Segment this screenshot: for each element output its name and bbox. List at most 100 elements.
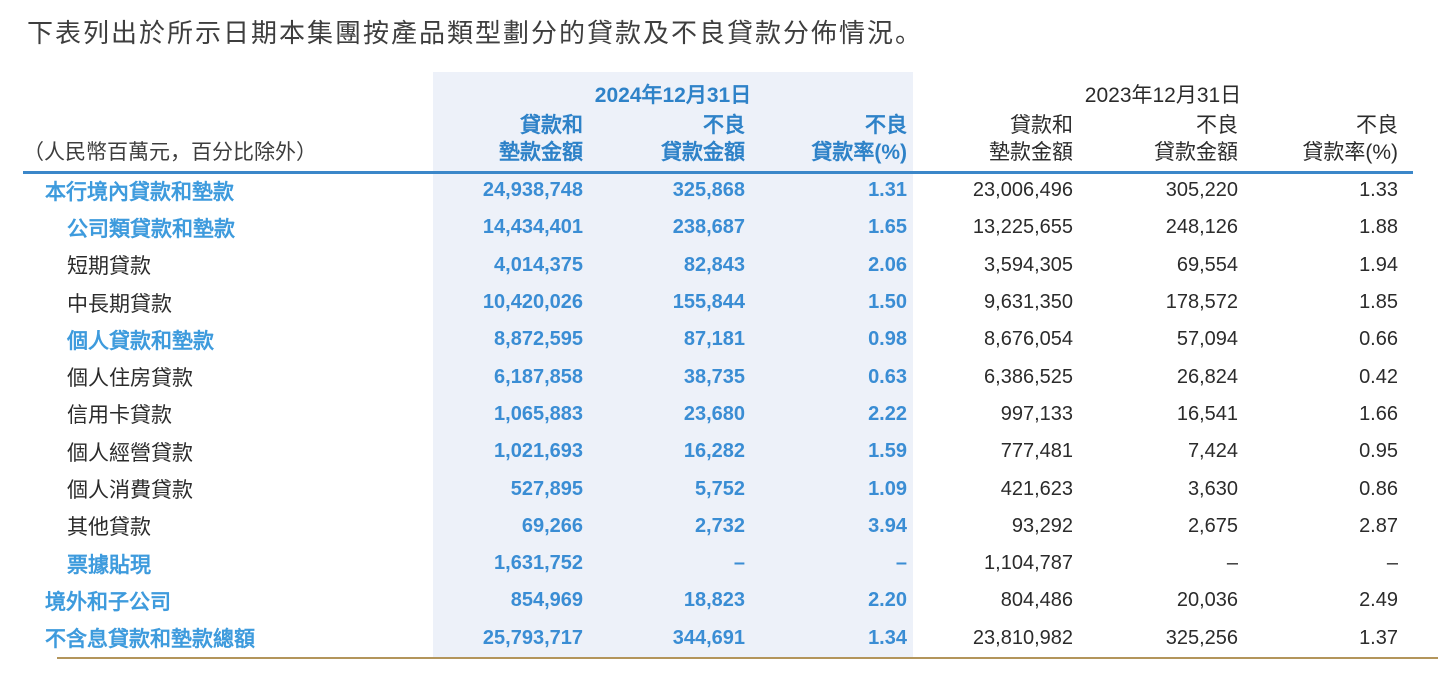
cell-2023-npl-amount: 248,126 bbox=[1165, 216, 1238, 239]
column-group-date-2023: 2023年12月31日 bbox=[1084, 84, 1242, 107]
cell-2024-npl-amount: – bbox=[583, 544, 745, 583]
cell-2023-npl-amount: 3,630 bbox=[1187, 477, 1238, 500]
cell-2024-npl-amount: 82,843 bbox=[583, 246, 745, 284]
cell-2023-npl-amount: 178,572 bbox=[1165, 291, 1238, 314]
cell-2023-loan-amount: 23,006,496 bbox=[972, 179, 1073, 202]
row-label: 個人經營貸款 bbox=[67, 441, 193, 465]
header-line: 不良 bbox=[703, 114, 745, 137]
cell-2024-loan-amount: 1,631,752 bbox=[433, 544, 583, 583]
cell-2024-loan-amount: 8,872,595 bbox=[433, 321, 583, 359]
cell-2023-npl-rate: 1.94 bbox=[1359, 253, 1398, 276]
cell-2023-npl-amount: 16,541 bbox=[1176, 402, 1238, 425]
cell-2023-npl-amount: – bbox=[1226, 552, 1238, 575]
cell-2023-npl-rate: 2.87 bbox=[1359, 514, 1398, 537]
cell-2024-loan-amount: 527,895 bbox=[433, 470, 583, 508]
cell-2024-loan-amount: 24,938,748 bbox=[433, 172, 583, 210]
cell-2024-npl-amount: 344,691 bbox=[583, 619, 745, 657]
row-label: 票據貼現 bbox=[67, 553, 151, 577]
cell-2024-loan-amount: 69,266 bbox=[433, 507, 583, 545]
cell-2024-npl-rate: 2.22 bbox=[745, 395, 913, 434]
table-caption: 下表列出於所示日期本集團按產品類型劃分的貸款及不良貸款分佈情況。 bbox=[27, 18, 924, 48]
header-line: 不良 bbox=[1356, 114, 1398, 137]
cell-2023-loan-amount: 9,631,350 bbox=[984, 291, 1073, 314]
cell-2023-npl-rate: 0.86 bbox=[1359, 477, 1398, 500]
cell-2023-npl-rate: 0.95 bbox=[1359, 440, 1398, 463]
cell-2024-npl-rate: 1.59 bbox=[745, 433, 913, 471]
row-label: 境外和子公司 bbox=[45, 590, 171, 614]
cell-2024-npl-amount: 38,735 bbox=[583, 358, 745, 396]
row-label: 其他貸款 bbox=[67, 516, 151, 540]
header-line: 貸款率(%) bbox=[1302, 141, 1398, 164]
date-row-spacer bbox=[23, 72, 433, 116]
header-2024-loan-amount: 貸款和 墊款金額 bbox=[433, 114, 583, 172]
cell-2023-npl-amount: 57,094 bbox=[1176, 328, 1238, 351]
row-label: 個人消費貸款 bbox=[67, 479, 193, 503]
cell-2023-npl-amount: 2,675 bbox=[1187, 514, 1238, 537]
header-line: 貸款金額 bbox=[661, 141, 745, 164]
table-bottom-rule bbox=[57, 657, 1438, 659]
cell-2024-npl-rate: 1.09 bbox=[745, 470, 913, 508]
cell-2023-npl-amount: 20,036 bbox=[1176, 589, 1238, 612]
row-label: 信用卡貸款 bbox=[67, 404, 172, 428]
row-label: 公司類貸款和墊款 bbox=[67, 217, 235, 241]
cell-2024-loan-amount: 1,065,883 bbox=[433, 395, 583, 434]
cell-2024-npl-rate: 1.50 bbox=[745, 283, 913, 322]
cell-2023-npl-rate: – bbox=[1386, 552, 1398, 575]
header-2023-npl-amount: 不良 貸款金額 bbox=[1073, 114, 1240, 172]
cell-2024-loan-amount: 10,420,026 bbox=[433, 283, 583, 322]
cell-2024-loan-amount: 6,187,858 bbox=[433, 358, 583, 396]
header-2023-npl-rate: 不良 貸款率(%) bbox=[1240, 114, 1413, 172]
cell-2023-npl-rate: 0.66 bbox=[1359, 328, 1398, 351]
cell-2024-loan-amount: 14,434,401 bbox=[433, 209, 583, 247]
cell-2023-npl-amount: 26,824 bbox=[1176, 365, 1238, 388]
cell-2024-npl-amount: 5,752 bbox=[583, 470, 745, 508]
cell-2024-npl-rate: 0.98 bbox=[745, 321, 913, 359]
cell-2024-npl-rate: 3.94 bbox=[745, 507, 913, 545]
cell-2024-npl-amount: 16,282 bbox=[583, 433, 745, 471]
header-line: 墊款金額 bbox=[499, 141, 583, 164]
cell-2023-loan-amount: 997,133 bbox=[1000, 402, 1073, 425]
header-divider-rule bbox=[23, 171, 1413, 174]
cell-2024-npl-amount: 2,732 bbox=[583, 507, 745, 545]
cell-2023-loan-amount: 804,486 bbox=[1000, 589, 1073, 612]
row-label: 短期貸款 bbox=[67, 255, 151, 279]
cell-2024-npl-amount: 238,687 bbox=[583, 209, 745, 247]
cell-2023-npl-rate: 1.33 bbox=[1359, 179, 1398, 202]
cell-2023-npl-rate: 1.66 bbox=[1359, 402, 1398, 425]
column-group-date-2024: 2024年12月31日 bbox=[433, 72, 913, 116]
cell-2024-npl-rate: – bbox=[745, 544, 913, 583]
cell-2024-loan-amount: 25,793,717 bbox=[433, 619, 583, 657]
row-label: 本行境內貸款和墊款 bbox=[45, 180, 234, 204]
row-label: 中長期貸款 bbox=[67, 292, 172, 316]
cell-2023-npl-rate: 2.49 bbox=[1359, 589, 1398, 612]
header-2023-loan-amount: 貸款和 墊款金額 bbox=[913, 114, 1073, 172]
cell-2023-loan-amount: 421,623 bbox=[1000, 477, 1073, 500]
header-line: 貸款率(%) bbox=[811, 141, 907, 164]
row-label: 個人貸款和墊款 bbox=[67, 329, 214, 353]
cell-2024-loan-amount: 4,014,375 bbox=[433, 246, 583, 284]
row-label: 不含息貸款和墊款總額 bbox=[45, 628, 255, 652]
cell-2023-npl-amount: 69,554 bbox=[1176, 253, 1238, 276]
cell-2023-npl-rate: 1.37 bbox=[1359, 626, 1398, 649]
cell-2023-loan-amount: 8,676,054 bbox=[984, 328, 1073, 351]
header-2024-npl-rate: 不良 貸款率(%) bbox=[745, 114, 913, 172]
cell-2023-loan-amount: 13,225,655 bbox=[972, 216, 1073, 239]
header-line: 不良 bbox=[865, 114, 907, 137]
cell-2024-npl-amount: 87,181 bbox=[583, 321, 745, 359]
cell-2023-loan-amount: 3,594,305 bbox=[984, 253, 1073, 276]
cell-2024-npl-rate: 1.34 bbox=[745, 619, 913, 657]
cell-2023-npl-rate: 0.42 bbox=[1359, 365, 1398, 388]
cell-2023-npl-amount: 305,220 bbox=[1165, 179, 1238, 202]
cell-2023-loan-amount: 93,292 bbox=[1011, 514, 1073, 537]
cell-2024-npl-rate: 2.06 bbox=[745, 246, 913, 284]
cell-2023-npl-rate: 1.88 bbox=[1359, 216, 1398, 239]
cell-2023-npl-rate: 1.85 bbox=[1359, 291, 1398, 314]
header-2024-npl-amount: 不良 貸款金額 bbox=[583, 114, 745, 172]
cell-2023-loan-amount: 777,481 bbox=[1000, 440, 1073, 463]
cell-2024-loan-amount: 854,969 bbox=[433, 582, 583, 620]
cell-2023-npl-amount: 325,256 bbox=[1165, 626, 1238, 649]
cell-2023-loan-amount: 6,386,525 bbox=[984, 365, 1073, 388]
cell-2024-npl-amount: 18,823 bbox=[583, 582, 745, 620]
unit-note: （人民幣百萬元，百分比除外） bbox=[23, 141, 317, 164]
